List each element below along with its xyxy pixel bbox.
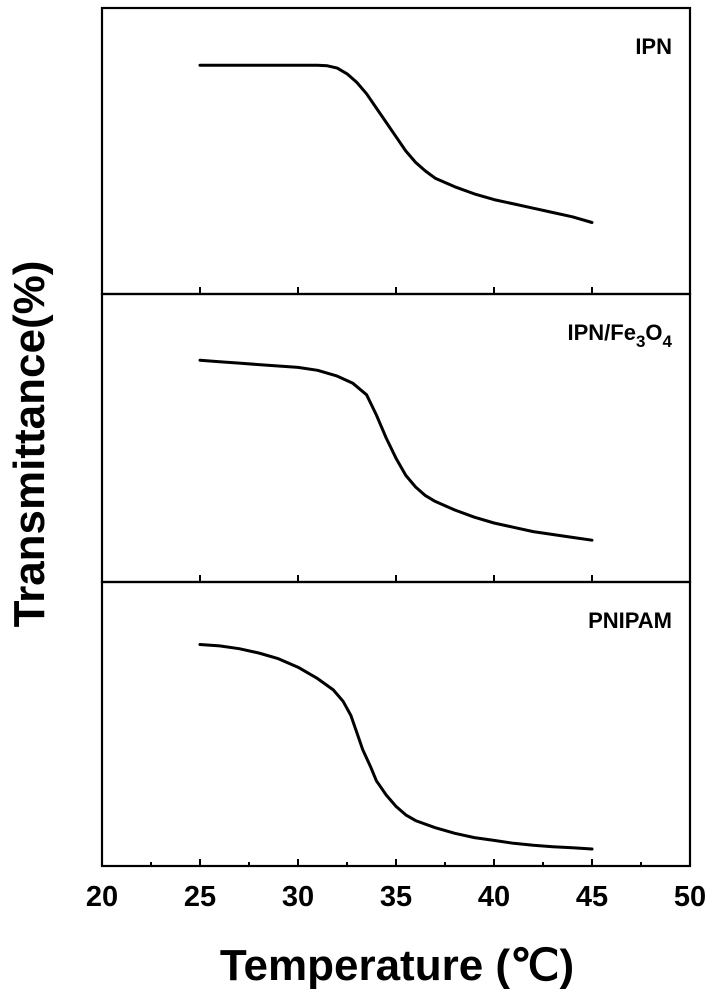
x-tick-label: 40 <box>478 881 510 913</box>
series-line-0 <box>200 65 592 222</box>
x-tick-label: 35 <box>380 881 412 913</box>
panel-1: IPN/Fe3O4 <box>102 294 690 582</box>
panel-label: PNIPAM <box>588 608 672 633</box>
panel-frame <box>102 8 690 294</box>
x-tick-label: 45 <box>576 881 608 913</box>
series-line-1 <box>200 360 592 540</box>
x-tick-label: 50 <box>674 881 706 913</box>
x-axis-title: Temperature (℃) <box>220 941 574 990</box>
x-tick-label: 20 <box>86 881 118 913</box>
panel-label: IPN/Fe3O4 <box>567 320 672 351</box>
series-line-2 <box>200 645 592 850</box>
chart-panels: IPN IPN/Fe3O4 PNIPAM <box>102 8 690 866</box>
x-axis: 20 25 30 35 40 45 50 <box>86 862 706 913</box>
panel-0: IPN <box>102 8 690 294</box>
y-axis-title: Transmittance(%) <box>5 261 54 628</box>
panel-label: IPN <box>635 34 672 59</box>
x-tick-label: 30 <box>282 881 314 913</box>
x-tick-label: 25 <box>184 881 216 913</box>
panel-2: PNIPAM <box>102 582 690 866</box>
